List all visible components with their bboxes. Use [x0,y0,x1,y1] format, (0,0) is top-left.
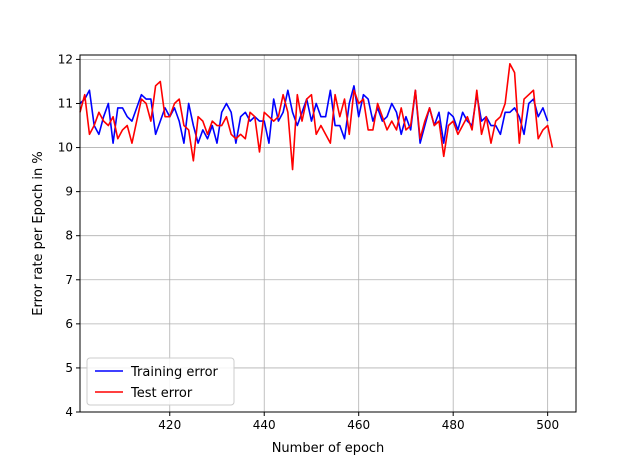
plot-frame [79,54,577,413]
x-tick-label: 500 [536,418,559,432]
y-axis-label: Error rate per Epoch in % [31,151,46,315]
x-tick-label: 460 [347,418,370,432]
x-tick-label: 480 [442,418,465,432]
y-tick-label: 11 [58,96,73,110]
y-axis-ticks: 4 5 6 7 8 9 10 11 12 [58,52,80,419]
y-tick-label: 7 [65,273,73,287]
y-tick-label: 10 [58,141,73,155]
x-axis-label: Number of epoch [272,441,385,456]
y-tick-label: 6 [65,317,73,331]
legend-box [86,357,235,406]
x-tick-label: 420 [158,418,181,432]
y-tick-label: 12 [58,52,73,66]
y-tick-label: 5 [65,361,73,375]
x-tick-label: 440 [253,418,276,432]
series-line-test [79,63,554,171]
legend: Training error Test error [86,357,235,406]
legend-label-training: Training error [130,365,219,380]
y-tick-label: 8 [65,229,73,243]
x-axis-ticks: 420 440 460 480 500 [158,412,559,432]
legend-label-test: Test error [130,386,193,401]
series-lines [79,63,554,171]
y-tick-label: 4 [65,405,73,419]
y-tick-label: 9 [65,185,73,199]
